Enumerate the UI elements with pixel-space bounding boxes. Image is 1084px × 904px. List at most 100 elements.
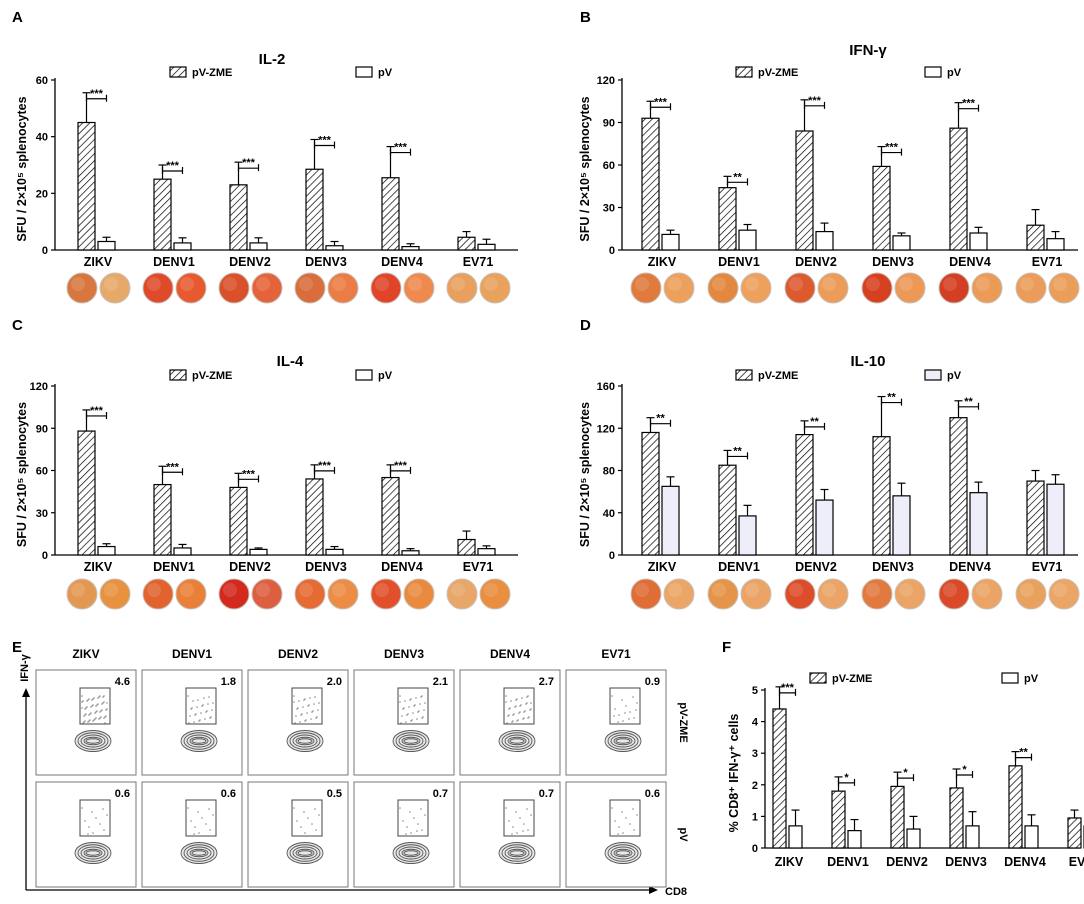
well-circle (142, 272, 174, 304)
legend-swatch-pv (924, 369, 942, 381)
legend-swatch-pv (1001, 672, 1019, 684)
density-contour (610, 734, 636, 748)
event-dot (614, 708, 616, 710)
density-contour (292, 734, 318, 748)
event-dot (516, 698, 518, 700)
well-circle (479, 272, 511, 304)
bar-pv (249, 548, 268, 556)
event-dot (510, 700, 512, 702)
bar-pv-zme (1008, 765, 1023, 849)
event-dot (187, 695, 189, 697)
event-dot (191, 707, 193, 709)
density-contour (398, 734, 424, 748)
chart-title: IL-10 (850, 353, 885, 370)
gate-percentage: 2.1 (433, 676, 448, 688)
category-label: EV71 (1032, 255, 1063, 269)
event-dot (304, 832, 306, 834)
chart-title: IL-2 (259, 51, 286, 68)
significance-bracket (161, 468, 184, 476)
column-label: ZIKV (72, 647, 99, 661)
gate-box (79, 799, 111, 837)
well-sheen (147, 277, 161, 291)
event-dot (90, 712, 92, 714)
event-dot (414, 704, 416, 706)
well-sheen (1053, 583, 1067, 597)
event-dot (307, 705, 309, 707)
bar-pv (965, 825, 980, 849)
event-dot (96, 704, 98, 706)
well-pv-zme (630, 578, 662, 610)
category-label: DENV4 (1004, 855, 1046, 869)
significance-bracket (955, 771, 974, 778)
bar-pv-zme (872, 165, 891, 251)
significance-bracket (837, 778, 856, 786)
event-dot (205, 823, 207, 825)
significance-marker: *** (962, 98, 976, 110)
significance-marker: *** (885, 142, 899, 154)
event-dot (313, 703, 315, 705)
panel-letter: A (12, 9, 23, 26)
well-sheen (375, 277, 389, 291)
event-dot (505, 701, 507, 703)
well-pv (251, 578, 283, 610)
event-dot (102, 702, 104, 704)
event-dot (88, 720, 90, 722)
event-dot (618, 826, 620, 828)
panel-letter: E (12, 639, 22, 656)
event-dot (506, 722, 508, 724)
event-dot (103, 701, 105, 703)
event-dot (633, 829, 635, 831)
event-dot (416, 830, 418, 832)
well-pv (817, 272, 849, 304)
significance-bracket (389, 148, 412, 156)
y-arrow-head (22, 688, 30, 697)
event-dot (304, 720, 306, 722)
event-dot (527, 829, 529, 831)
well-pv (971, 272, 1003, 304)
gate-box (291, 687, 323, 725)
event-dot (81, 695, 83, 697)
event-dot (99, 823, 101, 825)
well-circle (370, 272, 402, 304)
event-dot (101, 703, 103, 705)
flow-plot: 4.6 (35, 669, 137, 776)
well-circle (817, 578, 849, 610)
x-axis-label: CD8 (665, 886, 687, 898)
category-label: DENV1 (718, 255, 760, 269)
bar-pv-zme (305, 478, 324, 556)
well-circle (446, 272, 478, 304)
well-circle (894, 578, 926, 610)
event-dot (296, 820, 298, 822)
event-dot (205, 711, 207, 713)
well-sheen (789, 277, 803, 291)
density-contour (292, 846, 318, 860)
bar-pv (477, 548, 496, 556)
bar-pv-zme (949, 127, 968, 251)
well-circle (403, 578, 435, 610)
event-dot (515, 705, 517, 707)
event-dot (195, 713, 197, 715)
well-pv (1048, 272, 1080, 304)
event-dot (188, 722, 190, 724)
event-dot (522, 830, 524, 832)
legend-swatch-pv-zme (169, 66, 187, 78)
chart-title: IL-4 (277, 353, 304, 370)
y-axis-label: SFU / 2×10⁵ splenocytes (15, 402, 29, 547)
event-dot (410, 832, 412, 834)
event-dot (422, 716, 424, 718)
category-label: ZIKV (775, 855, 804, 869)
event-dot (399, 695, 401, 697)
y-tick-label: 60 (36, 75, 48, 87)
well-pv (99, 272, 131, 304)
row-label: pV-ZME (677, 702, 689, 742)
event-dot (624, 712, 626, 714)
well-circle (99, 272, 131, 304)
significance-bracket (957, 402, 980, 410)
flow-plot: 0.6 (565, 781, 667, 888)
density-contour (289, 844, 321, 862)
significance-marker: ** (656, 413, 665, 425)
density-contour (504, 734, 530, 748)
well-sheen (451, 277, 465, 291)
density-contour (80, 734, 106, 748)
event-dot (635, 709, 637, 711)
